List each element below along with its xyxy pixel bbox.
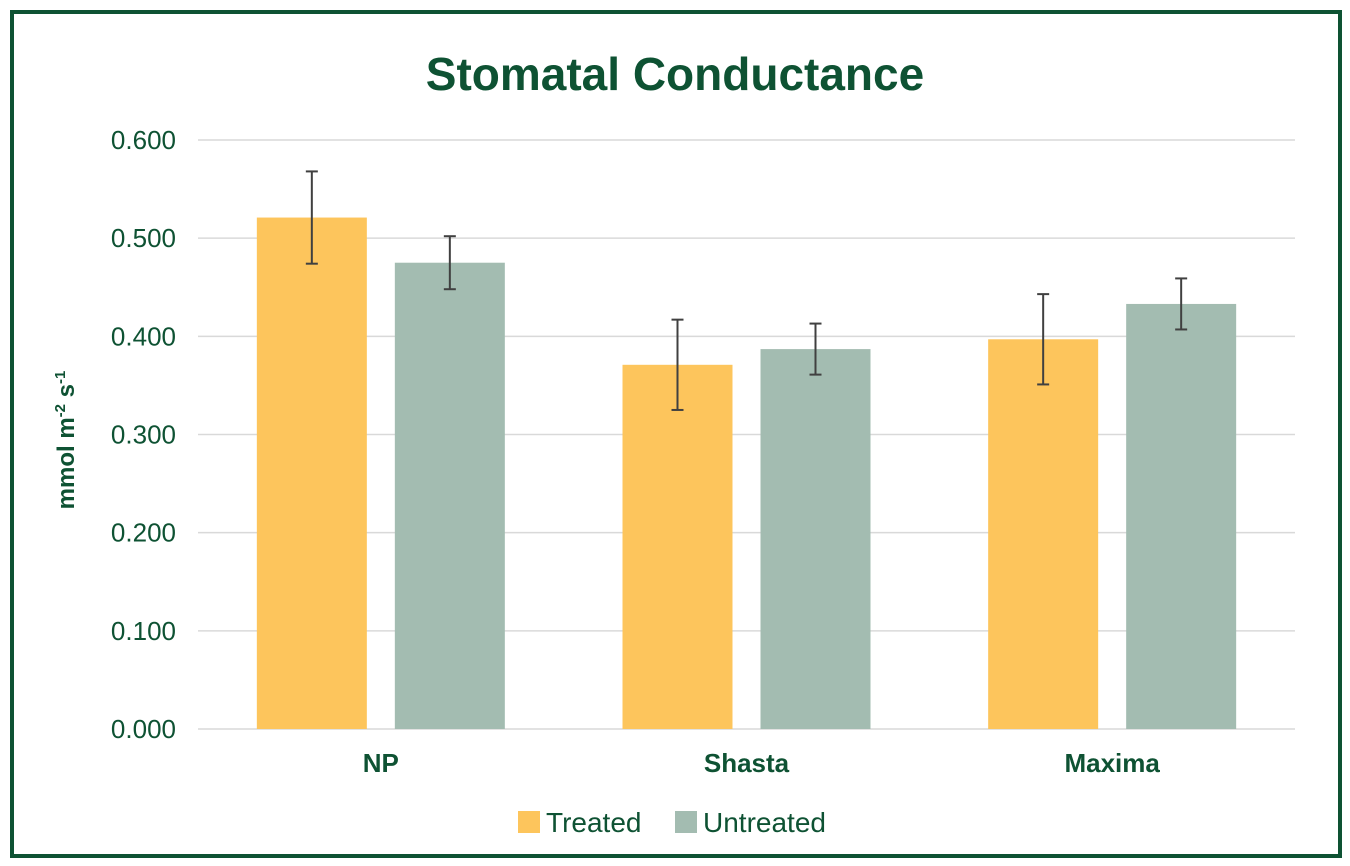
- y-tick-label: 0.000: [111, 714, 176, 744]
- error-bar: [305, 170, 318, 265]
- y-tick-label: 0.300: [111, 420, 176, 450]
- error-bar: [1175, 277, 1188, 331]
- y-axis-label: mmol m-2 s-1: [52, 371, 80, 510]
- error-bar: [443, 235, 456, 291]
- y-tick-label: 0.600: [111, 125, 176, 155]
- error-bar: [809, 322, 822, 376]
- bar-treated-maxima: [988, 339, 1099, 729]
- bar-untreated-shasta: [760, 349, 871, 729]
- x-category-label: Shasta: [704, 748, 790, 778]
- y-tick-label: 0.100: [111, 616, 176, 646]
- bar-treated-np: [256, 217, 367, 729]
- legend-swatch: [518, 811, 540, 833]
- legend-label: Untreated: [703, 807, 826, 838]
- x-category-label: NP: [363, 748, 399, 778]
- bar-treated-shasta: [622, 364, 733, 729]
- bar-untreated-np: [394, 262, 505, 729]
- chart-title: Stomatal Conductance: [426, 48, 924, 100]
- legend-swatch: [675, 811, 697, 833]
- y-tick-label: 0.500: [111, 223, 176, 253]
- y-tick-label: 0.400: [111, 321, 176, 351]
- error-bar: [1037, 293, 1050, 386]
- legend-label: Treated: [546, 807, 641, 838]
- y-tick-label: 0.200: [111, 518, 176, 548]
- legend-item-treated: Treated: [518, 807, 641, 838]
- legend-item-untreated: Untreated: [675, 807, 826, 838]
- bar-untreated-maxima: [1126, 303, 1237, 729]
- x-category-label: Maxima: [1064, 748, 1160, 778]
- error-bar: [671, 318, 684, 411]
